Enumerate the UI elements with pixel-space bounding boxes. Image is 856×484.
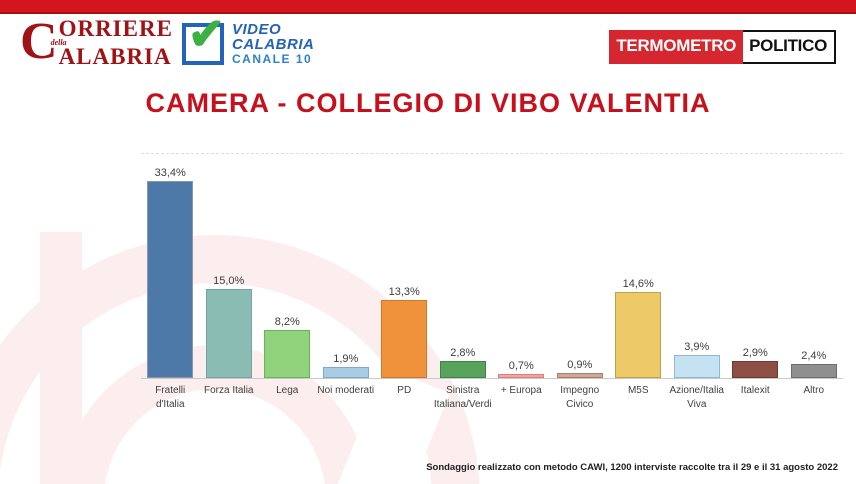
header: C ORRIERE della ALABRIA ✔ VIDEO CALABRIA… bbox=[0, 12, 856, 84]
bar-value-label: 2,4% bbox=[801, 350, 827, 362]
bar-value-label: 33,4% bbox=[154, 167, 186, 179]
corriere-della: della bbox=[50, 38, 67, 47]
bar-category-label: PD bbox=[397, 385, 412, 396]
bar-category-label: Altro bbox=[803, 385, 825, 396]
bar-value-label: 15,0% bbox=[213, 275, 245, 287]
bar-category-label: Fratelli d'Italia bbox=[155, 385, 186, 410]
bar-value-label: 0,7% bbox=[508, 360, 534, 372]
checkbox-icon: ✔ bbox=[182, 13, 225, 65]
bar bbox=[615, 292, 662, 378]
bar-group: 13,3% bbox=[375, 150, 434, 378]
termometro-label: TERMOMETRO bbox=[609, 30, 744, 64]
bar-group: 3,9% bbox=[668, 150, 727, 378]
bar-group: 33,4% bbox=[141, 150, 200, 378]
bar bbox=[732, 361, 779, 378]
bar bbox=[673, 355, 720, 378]
watermark-stem bbox=[40, 232, 82, 484]
green-check-icon: ✔ bbox=[188, 10, 225, 59]
corriere-calabria-logo: C ORRIERE della ALABRIA bbox=[20, 13, 173, 70]
survey-footnote: Sondaggio realizzato con metodo CAWI, 12… bbox=[426, 462, 838, 473]
bar-group: 2,4% bbox=[785, 150, 844, 378]
bar bbox=[498, 374, 545, 378]
bar-category-label: M5S bbox=[627, 385, 649, 396]
bar-value-label: 2,8% bbox=[450, 347, 476, 359]
bar bbox=[790, 364, 837, 378]
bar bbox=[147, 181, 194, 378]
bar bbox=[439, 361, 486, 378]
bar-category-label: Sinistra Italiana/Verdi bbox=[433, 385, 492, 410]
bar-value-label: 0,9% bbox=[567, 359, 593, 371]
bar-group: 2,8% bbox=[434, 150, 493, 378]
bar bbox=[322, 367, 369, 378]
bar-category-label: Impegno Civico bbox=[560, 385, 600, 410]
bar bbox=[381, 300, 428, 378]
bar bbox=[205, 289, 252, 378]
labels-row: Fratelli d'Italia Forza Italia Lega Noi mod… bbox=[141, 384, 843, 411]
bar-group: 14,6% bbox=[609, 150, 668, 378]
bar bbox=[264, 330, 311, 378]
corriere-rest1: ORRIERE bbox=[58, 16, 173, 41]
bar-category-label: + Europa bbox=[500, 385, 542, 396]
bar-group: 0,9% bbox=[551, 150, 610, 378]
bar-value-label: 3,9% bbox=[684, 341, 710, 353]
bar-chart: 33,4% 15,0% 8,2% 1,9% 13,3% 2,8% 0,7% 0,9% 14,6%… bbox=[141, 150, 843, 411]
page-title: CAMERA - COLLEGIO DI VIBO VALENTIA bbox=[145, 88, 711, 118]
video-calabria-line2: CALABRIA bbox=[232, 36, 315, 53]
bar-value-label: 1,9% bbox=[333, 353, 359, 365]
bar-value-label: 14,6% bbox=[622, 278, 654, 290]
video-calabria-logo: ✔ VIDEO CALABRIA CANALE 10 bbox=[182, 13, 315, 66]
bar-value-label: 8,2% bbox=[274, 316, 300, 328]
bar-group: 0,7% bbox=[492, 150, 551, 378]
video-calabria-line3: CANALE 10 bbox=[232, 52, 313, 66]
corriere-initial: C bbox=[20, 13, 58, 70]
bar-group: 15,0% bbox=[200, 150, 259, 378]
bar-value-label: 2,9% bbox=[742, 347, 768, 359]
corriere-rest2: ALABRIA bbox=[58, 44, 172, 69]
bar-category-label: Italexit bbox=[740, 385, 770, 396]
bar-value-label: 13,3% bbox=[388, 286, 420, 298]
bar-category-label: Lega bbox=[276, 385, 299, 396]
bar-group: 2,9% bbox=[726, 150, 785, 378]
bar-category-label: Forza Italia bbox=[204, 385, 254, 396]
bar-category-label: Noi moderati bbox=[317, 385, 375, 396]
bar-group: 8,2% bbox=[258, 150, 317, 378]
bar-category-label: Azione/Italia Viva bbox=[669, 385, 724, 410]
politico-label: POLITICO bbox=[743, 30, 836, 64]
bar-group: 1,9% bbox=[317, 150, 376, 378]
bars-row: 33,4% 15,0% 8,2% 1,9% 13,3% 2,8% 0,7% 0,9% 14,6%… bbox=[141, 150, 843, 379]
top-red-bar bbox=[0, 0, 856, 14]
termometro-politico-logo: TERMOMETRO POLITICO bbox=[609, 30, 836, 64]
gridline bbox=[141, 153, 843, 154]
video-calabria-line1: VIDEO bbox=[232, 21, 282, 38]
bar bbox=[556, 373, 603, 378]
